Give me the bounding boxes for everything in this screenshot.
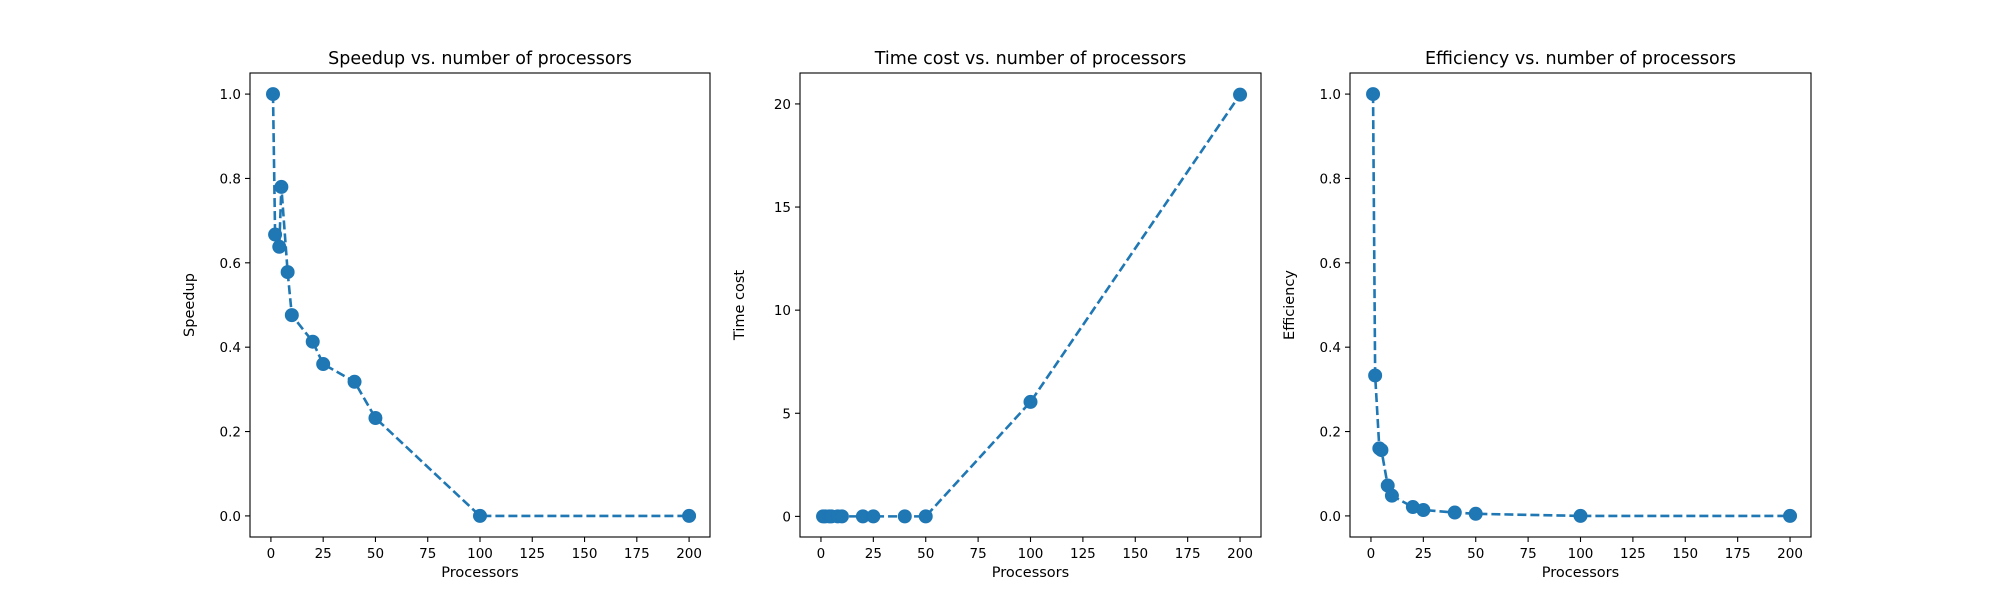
chart-title: Speedup vs. number of processors	[328, 49, 632, 69]
series-line	[823, 93, 1242, 518]
data-point	[1573, 508, 1588, 523]
x-tick-label: 50	[917, 546, 934, 562]
x-tick-label: 100	[1018, 546, 1044, 562]
x-tick-label: 75	[419, 546, 436, 562]
x-axis-label: Processors	[992, 565, 1069, 581]
data-point	[918, 509, 933, 524]
data-point	[834, 509, 849, 524]
data-point	[682, 508, 697, 523]
chart-panel-1: Speedup vs. number of processors 0 25 50 75 1…	[182, 49, 711, 581]
x-tick-label: 50	[367, 546, 384, 562]
y-tick-label: 0	[782, 509, 791, 525]
data-point	[1368, 368, 1383, 383]
y-tick-label: 1.0	[1320, 87, 1341, 103]
data-point	[473, 508, 487, 523]
x-tick-label: 0	[267, 546, 276, 562]
data-point	[266, 87, 280, 102]
x-tick-label: 100	[467, 546, 493, 562]
x-tick-label: 100	[1568, 546, 1594, 562]
data-point	[272, 239, 287, 254]
data-point	[268, 227, 283, 242]
x-axis-label: Processors	[441, 565, 518, 581]
x-tick-label: 150	[572, 546, 598, 562]
y-tick-label: 0.6	[220, 256, 241, 272]
x-axis-label: Processors	[1542, 565, 1619, 581]
y-tick-label: 20	[774, 97, 791, 113]
y-tick-label: 0.8	[1320, 171, 1341, 187]
chart-panel-3: Efficiency vs. number of processors 0 25 50…	[1282, 49, 1812, 581]
data-point	[284, 308, 299, 323]
x-tick-label: 175	[624, 546, 650, 562]
x-tick-label: 25	[1415, 546, 1432, 562]
y-tick-label: 10	[774, 303, 791, 319]
plot-frame	[799, 72, 1262, 538]
plot-frame	[1349, 72, 1812, 538]
x-tick-label: 200	[676, 546, 702, 562]
data-point	[347, 374, 362, 389]
x-tick-label: 0	[817, 546, 826, 562]
data-point	[1447, 505, 1462, 520]
data-point	[368, 411, 383, 426]
data-point	[1783, 508, 1798, 523]
data-point	[1468, 506, 1483, 521]
x-tick-label: 75	[970, 546, 987, 562]
y-tick-label: 0.2	[220, 425, 241, 441]
x-tick-label: 150	[1122, 546, 1148, 562]
y-tick-label: 5	[782, 406, 791, 422]
y-axis-label: Time cost	[732, 270, 748, 341]
x-tick-label: 25	[315, 546, 332, 562]
data-point	[897, 509, 912, 524]
x-tick-label: 200	[1227, 546, 1253, 562]
data-point	[280, 265, 295, 280]
x-tick-label: 125	[519, 546, 545, 562]
x-tick-label: 75	[1520, 546, 1537, 562]
data-point	[1233, 87, 1248, 102]
x-tick-label: 125	[1070, 546, 1096, 562]
data-point	[316, 357, 331, 372]
x-tick-label: 25	[865, 546, 882, 562]
data-point	[1374, 443, 1389, 458]
data-point	[1023, 394, 1038, 409]
x-tick-label: 175	[1175, 546, 1201, 562]
y-tick-label: 1.0	[220, 87, 241, 103]
x-tick-label: 50	[1467, 546, 1484, 562]
data-point	[274, 179, 289, 194]
plot-frame	[249, 72, 711, 538]
y-tick-label: 0.2	[1320, 425, 1341, 441]
chart-title: Time cost vs. number of processors	[874, 49, 1186, 69]
y-axis-label: Speedup	[182, 273, 198, 337]
series-line	[271, 94, 690, 518]
y-tick-label: 0.0	[1320, 509, 1341, 525]
x-tick-label: 200	[1777, 546, 1803, 562]
y-tick-label: 0.4	[220, 340, 241, 356]
x-tick-label: 125	[1620, 546, 1646, 562]
y-axis-label: Efficiency	[1282, 270, 1298, 340]
x-tick-label: 0	[1367, 546, 1376, 562]
data-point	[1366, 87, 1381, 102]
data-point	[1416, 503, 1431, 518]
chart-title: Efficiency vs. number of processors	[1425, 49, 1736, 69]
x-tick-label: 175	[1725, 546, 1751, 562]
y-tick-label: 0.8	[220, 171, 241, 187]
data-point	[866, 509, 881, 524]
series-line	[1371, 94, 1791, 518]
y-tick-label: 0.6	[1320, 256, 1341, 272]
y-tick-label: 0.4	[1320, 340, 1341, 356]
y-tick-label: 15	[774, 200, 791, 216]
x-tick-label: 150	[1672, 546, 1698, 562]
data-point	[1384, 488, 1399, 503]
data-point	[305, 334, 320, 349]
y-tick-label: 0.0	[220, 509, 241, 525]
